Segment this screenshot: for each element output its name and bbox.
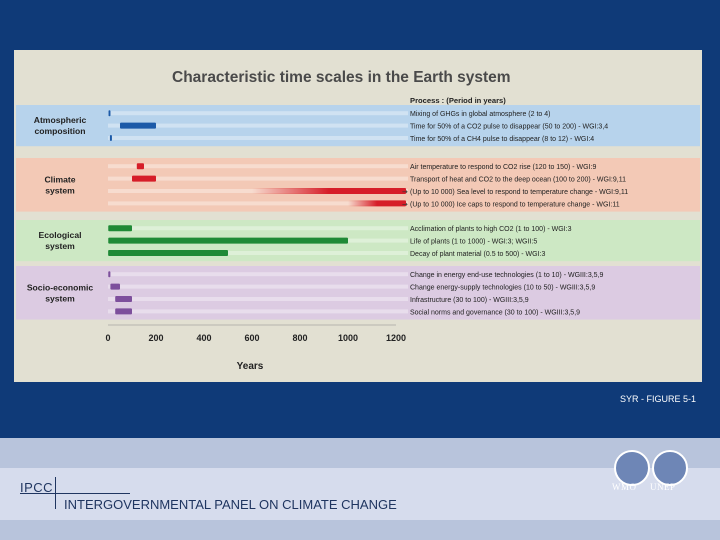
wmo-logo-label: WMO bbox=[612, 482, 637, 492]
wmo-logo-icon bbox=[614, 450, 650, 486]
group-label-0: Atmospheric bbox=[34, 115, 87, 125]
process-bar bbox=[132, 175, 156, 182]
x-tick-label: 800 bbox=[292, 333, 307, 343]
figure-reference: SYR - FIGURE 5-1 bbox=[619, 394, 696, 404]
ipcc-full-name: INTERGOVERNMENTAL PANEL ON CLIMATE CHANG… bbox=[64, 497, 397, 512]
group-label-3: system bbox=[45, 293, 75, 303]
row-stripe bbox=[108, 136, 408, 140]
row-stripe bbox=[108, 272, 408, 277]
row-stripe bbox=[108, 111, 408, 116]
process-label: Air temperature to respond to CO2 rise (… bbox=[410, 164, 596, 171]
process-label: (Up to 10 000) Ice caps to respond to te… bbox=[410, 201, 620, 208]
process-label: Time for 50% of a CH4 pulse to disappear… bbox=[410, 136, 594, 143]
ipcc-abbreviation: IPCC bbox=[20, 480, 54, 495]
row-stripe bbox=[108, 123, 408, 128]
process-bar bbox=[108, 110, 111, 117]
x-tick-label: 200 bbox=[148, 333, 163, 343]
process-bar bbox=[109, 135, 112, 141]
x-tick-label: 400 bbox=[196, 333, 211, 343]
process-label: Acclimation of plants to high CO2 (1 to … bbox=[410, 226, 572, 233]
row-stripe bbox=[108, 309, 408, 314]
continuation-arrow: → bbox=[402, 200, 408, 208]
x-tick-label: 1000 bbox=[338, 333, 358, 343]
row-stripe bbox=[108, 251, 408, 255]
group-label-2: Ecological bbox=[39, 230, 82, 240]
row-stripe bbox=[108, 164, 408, 169]
process-label: Life of plants (1 to 1000) - WGI:3; WGII… bbox=[410, 239, 537, 246]
footer-band bbox=[0, 468, 720, 520]
group-label-3: Socio-economic bbox=[27, 282, 94, 292]
process-bar bbox=[108, 271, 111, 278]
continuation-arrow: → bbox=[402, 188, 408, 196]
row-stripe bbox=[108, 297, 408, 301]
chart-title: Characteristic time scales in the Earth … bbox=[172, 69, 511, 86]
legend-header: Process : (Period in years) bbox=[410, 96, 506, 105]
process-label: Change energy-supply technologies (10 to… bbox=[410, 285, 595, 292]
process-bar bbox=[110, 283, 120, 290]
process-label: Time for 50% of a CO2 pulse to disappear… bbox=[410, 124, 608, 131]
group-label-1: system bbox=[45, 185, 75, 195]
group-label-1: Climate bbox=[44, 174, 75, 184]
process-bar bbox=[252, 188, 406, 194]
timescale-chart: Characteristic time scales in the Earth … bbox=[16, 69, 700, 372]
row-stripe bbox=[108, 284, 408, 289]
row-stripe bbox=[108, 201, 408, 206]
process-label: Infrastructure (30 to 100) - WGIII:3,5,9 bbox=[410, 297, 529, 304]
process-label: Mixing of GHGs in global atmosphere (2 t… bbox=[410, 111, 550, 118]
process-bar bbox=[108, 237, 349, 244]
unep-logo-label: UNEP bbox=[650, 482, 676, 492]
unep-logo-icon bbox=[652, 450, 688, 486]
group-label-2: system bbox=[45, 241, 75, 251]
process-label: Transport of heat and CO2 to the deep oc… bbox=[410, 177, 626, 184]
process-label: Decay of plant material (0.5 to 500) - W… bbox=[410, 251, 545, 258]
x-tick-label: 600 bbox=[244, 333, 259, 343]
process-bar bbox=[348, 200, 406, 207]
figure-panel: Characteristic time scales in the Earth … bbox=[14, 50, 702, 382]
process-bar bbox=[115, 296, 132, 302]
group-label-0: composition bbox=[34, 126, 85, 136]
process-label: Change in energy end-use technologies (1… bbox=[410, 272, 603, 279]
process-bar bbox=[108, 225, 132, 232]
row-stripe bbox=[108, 226, 408, 231]
process-bar bbox=[136, 163, 144, 170]
x-tick-label: 0 bbox=[105, 333, 110, 343]
process-bar bbox=[108, 250, 228, 256]
x-tick-label: 1200 bbox=[386, 333, 406, 343]
row-stripe bbox=[108, 176, 408, 181]
footer bbox=[0, 438, 720, 540]
process-bar bbox=[120, 122, 156, 129]
process-label: Social norms and governance (30 to 100) … bbox=[410, 309, 580, 316]
x-axis-label: Years bbox=[237, 361, 264, 372]
process-label: (Up to 10 000) Sea level to respond to t… bbox=[410, 189, 628, 196]
process-bar bbox=[115, 308, 132, 315]
footer-divider-horizontal bbox=[20, 493, 130, 494]
